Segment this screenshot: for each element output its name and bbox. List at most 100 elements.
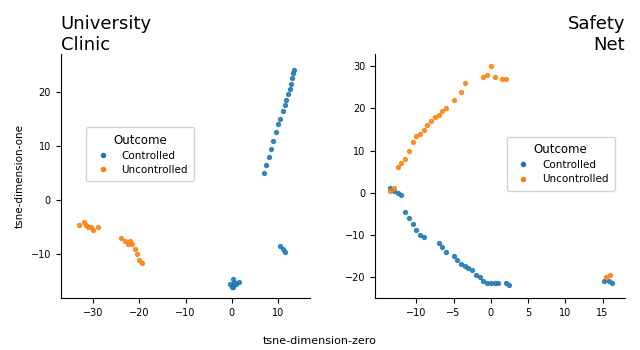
Point bbox=[275, 244, 285, 249]
Text: University
Clinic: University Clinic bbox=[61, 15, 152, 54]
Point bbox=[136, 260, 147, 265]
Point bbox=[497, 76, 507, 82]
Point bbox=[278, 246, 288, 252]
Point bbox=[278, 108, 288, 113]
Point bbox=[404, 148, 414, 153]
Point bbox=[419, 234, 429, 240]
Point bbox=[227, 284, 237, 290]
Text: tsne-dimension-zero: tsne-dimension-zero bbox=[263, 336, 377, 346]
Point bbox=[385, 188, 396, 193]
Point bbox=[404, 215, 414, 220]
Legend: Controlled, Uncontrolled: Controlled, Uncontrolled bbox=[507, 136, 615, 190]
Point bbox=[486, 64, 496, 69]
Point bbox=[389, 188, 399, 193]
Point bbox=[482, 280, 492, 286]
Point bbox=[284, 86, 294, 92]
Point bbox=[607, 280, 617, 286]
Point bbox=[271, 130, 281, 135]
Point bbox=[88, 227, 98, 233]
Point bbox=[231, 281, 241, 287]
Point bbox=[396, 192, 406, 197]
Point bbox=[396, 160, 406, 166]
Point bbox=[280, 103, 290, 108]
Point bbox=[433, 240, 444, 246]
Point bbox=[486, 280, 496, 286]
Text: Safety
Net: Safety Net bbox=[568, 15, 625, 54]
Point bbox=[392, 164, 403, 170]
Point bbox=[415, 131, 425, 136]
Point bbox=[86, 224, 96, 230]
Point bbox=[482, 72, 492, 78]
Point bbox=[280, 249, 290, 254]
Point bbox=[281, 97, 291, 103]
Point bbox=[599, 278, 609, 284]
Point bbox=[400, 156, 410, 162]
Point bbox=[287, 75, 297, 81]
Point bbox=[422, 122, 433, 128]
Point bbox=[93, 224, 103, 230]
Point bbox=[452, 257, 463, 263]
Point bbox=[229, 279, 239, 284]
Point bbox=[83, 224, 93, 230]
Point bbox=[433, 112, 444, 118]
Point bbox=[74, 222, 84, 228]
Point bbox=[467, 268, 477, 273]
Point bbox=[392, 190, 403, 195]
Point bbox=[408, 139, 418, 145]
Point bbox=[411, 133, 421, 139]
Point bbox=[460, 264, 470, 269]
Point bbox=[234, 279, 244, 284]
Point bbox=[259, 170, 269, 176]
Point bbox=[441, 106, 451, 111]
Point bbox=[125, 238, 135, 244]
Point bbox=[490, 280, 500, 286]
Point bbox=[493, 280, 504, 286]
Point bbox=[411, 228, 421, 233]
Point bbox=[289, 67, 300, 73]
Point bbox=[79, 219, 89, 225]
Point bbox=[415, 232, 425, 238]
Point bbox=[385, 186, 396, 191]
Point bbox=[132, 252, 142, 257]
Point bbox=[273, 121, 283, 127]
Point bbox=[116, 235, 126, 241]
Point bbox=[81, 222, 92, 228]
Point bbox=[460, 80, 470, 86]
Point bbox=[500, 280, 511, 286]
Point bbox=[275, 116, 285, 122]
Point bbox=[430, 114, 440, 120]
Point bbox=[449, 97, 459, 103]
Point bbox=[228, 276, 238, 282]
Legend: Controlled, Uncontrolled: Controlled, Uncontrolled bbox=[86, 127, 194, 181]
Point bbox=[419, 127, 429, 132]
Point bbox=[408, 221, 418, 227]
Y-axis label: tsne-dimension-one: tsne-dimension-one bbox=[15, 124, 25, 228]
Point bbox=[437, 108, 447, 113]
Point bbox=[389, 186, 399, 191]
Point bbox=[463, 266, 474, 271]
Point bbox=[604, 278, 614, 284]
Point bbox=[478, 74, 488, 80]
Point bbox=[286, 81, 296, 86]
Point bbox=[441, 249, 451, 254]
Point bbox=[134, 257, 145, 262]
Point bbox=[283, 92, 293, 97]
Point bbox=[120, 238, 131, 244]
Point bbox=[478, 278, 488, 284]
Point bbox=[456, 261, 466, 267]
Point bbox=[268, 138, 278, 144]
Point bbox=[127, 241, 138, 246]
Point bbox=[437, 245, 447, 250]
Point bbox=[456, 89, 466, 95]
Point bbox=[400, 209, 410, 214]
Point bbox=[129, 246, 140, 252]
Point bbox=[123, 241, 133, 246]
Point bbox=[261, 162, 271, 168]
Point bbox=[225, 281, 236, 287]
Point bbox=[474, 274, 484, 280]
Point bbox=[605, 272, 615, 278]
Point bbox=[601, 274, 611, 280]
Point bbox=[287, 70, 298, 76]
Point bbox=[264, 154, 274, 160]
Point bbox=[500, 76, 511, 82]
